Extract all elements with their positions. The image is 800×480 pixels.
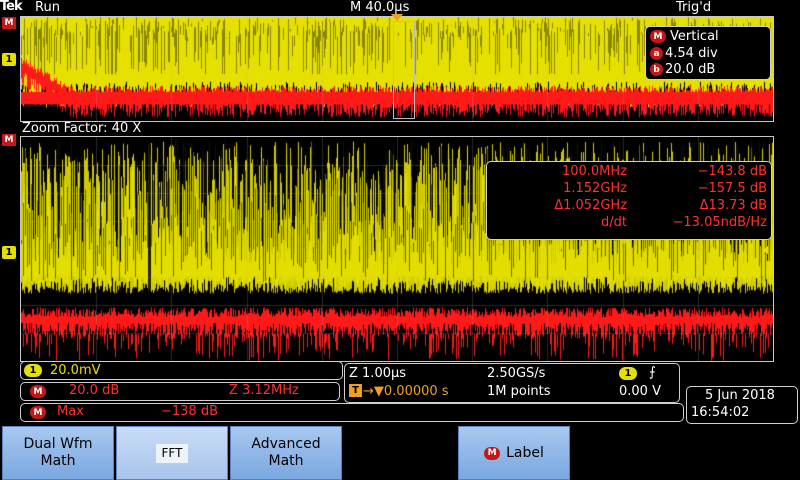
cursor-a-value: 4.54 div [665, 46, 718, 61]
trigger-position: →▼0.00000 s [363, 384, 449, 399]
vertical-info-box: M Vertical a 4.54 div b 20.0 dB [645, 26, 771, 80]
tek-logo: Tek [0, 0, 23, 14]
cursor-b-badge: b [650, 63, 663, 76]
sample-rate: 2.50GS/s [487, 366, 546, 381]
cursor1-frequency: 100.0MHz [561, 164, 627, 179]
record-length: 1M points [487, 384, 551, 399]
zoom-factor-label: Zoom Factor: 40 X [22, 121, 142, 136]
vertical-title: Vertical [670, 29, 719, 44]
ch1-badge: 1 [24, 364, 42, 377]
cursor-readout-right: −143.8 dB −157.5 dB Δ13.73 dB −13.05ndB/… [627, 164, 768, 230]
label-button[interactable]: M Label [458, 426, 570, 480]
timing-info-box[interactable]: Z 1.00µs 2.50GS/s 1 ⨍ T →▼0.00000 s 1M p… [344, 363, 680, 403]
cursor2-frequency: 1.152GHz [563, 181, 627, 196]
date: 5 Jun 2018 [705, 388, 775, 403]
time: 16:54:02 [691, 405, 750, 420]
max-label: Max [57, 404, 84, 419]
ch1-scale-value: 20.0mV [50, 363, 101, 378]
math-max-box[interactable]: M Max −138 dB [20, 403, 684, 422]
cursor-readout-box: 100.0MHz 1.152GHz Δ1.052GHz d/dt −143.8 … [486, 161, 772, 240]
max-value: −138 dB [161, 404, 219, 419]
trigger-source-badge: 1 [619, 367, 637, 380]
cursor-a-badge: a [650, 47, 663, 60]
math-scale-box[interactable]: M 20.0 dB Z 3.12MHz [20, 382, 340, 401]
trigger-t-icon: T [349, 384, 362, 397]
cursor1-level: −143.8 dB [697, 164, 767, 179]
zoom-waveform-panel[interactable]: 100.0MHz 1.152GHz Δ1.052GHz d/dt −143.8 … [20, 136, 774, 362]
math-max-badge: M [30, 406, 46, 419]
math-zoom-value: Z 3.12MHz [229, 383, 299, 398]
trigger-level: 0.00 V [619, 384, 661, 399]
ch1-level-arrow-icon [762, 246, 768, 254]
math-scale-value: 20.0 dB [69, 383, 120, 398]
status-bar: Tek Run M 40.0µs Trig'd [0, 0, 800, 16]
math-reference-marker-upper[interactable]: M [2, 17, 16, 29]
trigger-position-marker[interactable] [391, 14, 403, 21]
ddt-value: −13.05ndB/Hz [672, 215, 768, 230]
zoom-window-box[interactable] [393, 21, 415, 119]
math-reference-marker-lower[interactable]: M [2, 134, 16, 146]
ch1-scale-box[interactable]: 1 20.0mV [20, 361, 343, 380]
timebase-readout: M 40.0µs [350, 0, 410, 15]
ch1-reference-marker-upper[interactable]: 1 [2, 53, 16, 66]
cursor-b-value: 20.0 dB [665, 62, 716, 77]
math-scale-badge: M [30, 385, 46, 398]
zoom-time-scale: Z 1.00µs [349, 366, 407, 381]
ddt-label: d/dt [601, 215, 627, 230]
fft-button[interactable]: FFT [116, 426, 228, 480]
advanced-math-button[interactable]: Advanced Math [230, 426, 342, 480]
dual-wfm-math-button[interactable]: Dual Wfm Math [2, 426, 114, 480]
cursor2-level: −157.5 dB [697, 181, 767, 196]
delta-level: Δ13.73 dB [699, 198, 767, 213]
delta-frequency: Δ1.052GHz [554, 198, 627, 213]
ch1-reference-marker-lower[interactable]: 1 [2, 246, 16, 259]
overview-waveform-panel[interactable]: M Vertical a 4.54 div b 20.0 dB [20, 16, 774, 122]
math-badge: M [650, 30, 666, 43]
datetime-box: 5 Jun 2018 16:54:02 [686, 386, 798, 424]
trigger-state: Trig'd [676, 0, 712, 15]
math-label-badge: M [484, 446, 501, 460]
run-state: Run [35, 0, 60, 15]
rising-edge-icon: ⨍ [649, 365, 656, 380]
cursor-readout-left: 100.0MHz 1.152GHz Δ1.052GHz d/dt [487, 164, 627, 230]
